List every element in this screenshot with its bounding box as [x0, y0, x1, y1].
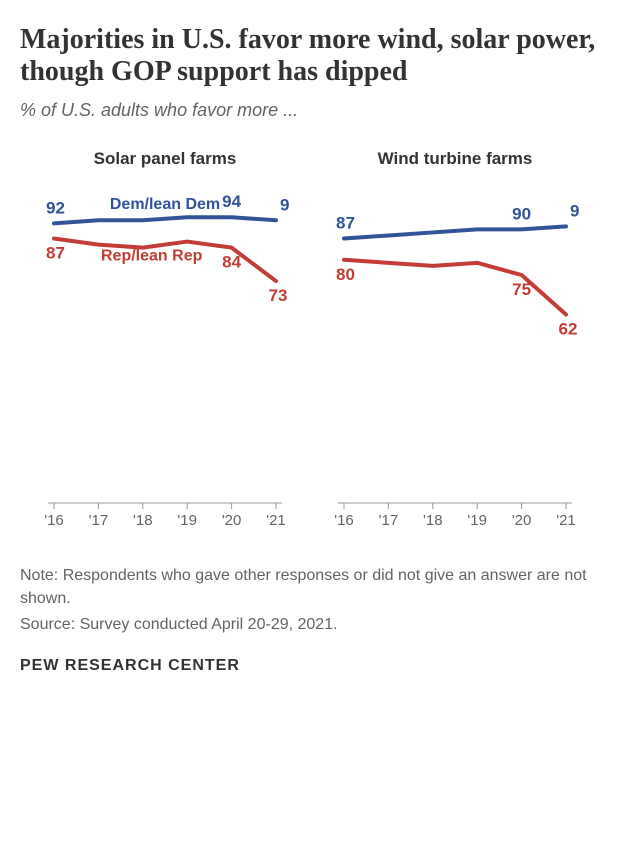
chart-svg-wind: '16 '17 '18 '19 '20 '21 87 90 91 80 75 62	[330, 177, 580, 537]
svg-text:Dem/lean Dem: Dem/lean Dem	[110, 196, 220, 213]
svg-text:'21: '21	[556, 512, 576, 529]
note-text: Note: Respondents who gave other respons…	[20, 565, 600, 610]
svg-text:93: 93	[280, 196, 290, 215]
chart-title-wind: Wind turbine farms	[330, 149, 580, 169]
chart-solar: Solar panel farms '16 '17 '18 '19 '20 '21 92 94…	[40, 149, 290, 537]
subtitle: % of U.S. adults who favor more ...	[20, 100, 600, 121]
svg-text:90: 90	[512, 205, 531, 224]
svg-text:'17: '17	[89, 512, 109, 529]
svg-text:'19: '19	[177, 512, 197, 529]
svg-text:Rep/lean Rep: Rep/lean Rep	[101, 248, 203, 265]
svg-text:94: 94	[222, 193, 241, 212]
svg-text:75: 75	[512, 280, 531, 299]
svg-text:'21: '21	[266, 512, 286, 529]
charts-row: Solar panel farms '16 '17 '18 '19 '20 '21 92 94…	[20, 149, 600, 537]
svg-text:87: 87	[336, 214, 355, 233]
svg-text:'16: '16	[334, 512, 354, 529]
svg-text:62: 62	[559, 320, 578, 339]
svg-text:'17: '17	[379, 512, 399, 529]
svg-text:'16: '16	[44, 512, 64, 529]
source-text: Source: Survey conducted April 20-29, 20…	[20, 614, 600, 636]
chart-svg-solar: '16 '17 '18 '19 '20 '21 92 94 93 87 84 73 Dem/lean D…	[40, 177, 290, 537]
page-title: Majorities in U.S. favor more wind, sola…	[20, 24, 600, 88]
chart-wind: Wind turbine farms '16 '17 '18 '19 '20 '21 87 9…	[330, 149, 580, 537]
svg-text:73: 73	[269, 286, 288, 305]
svg-text:'20: '20	[222, 512, 242, 529]
svg-text:'18: '18	[423, 512, 443, 529]
chart-title-solar: Solar panel farms	[40, 149, 290, 169]
svg-text:87: 87	[46, 244, 65, 263]
svg-text:84: 84	[222, 253, 241, 272]
svg-text:91: 91	[570, 202, 580, 221]
svg-text:92: 92	[46, 199, 65, 218]
footer-text: PEW RESEARCH CENTER	[20, 657, 600, 675]
svg-text:'19: '19	[467, 512, 487, 529]
svg-text:'18: '18	[133, 512, 153, 529]
svg-text:80: 80	[336, 265, 355, 284]
svg-text:'20: '20	[512, 512, 532, 529]
